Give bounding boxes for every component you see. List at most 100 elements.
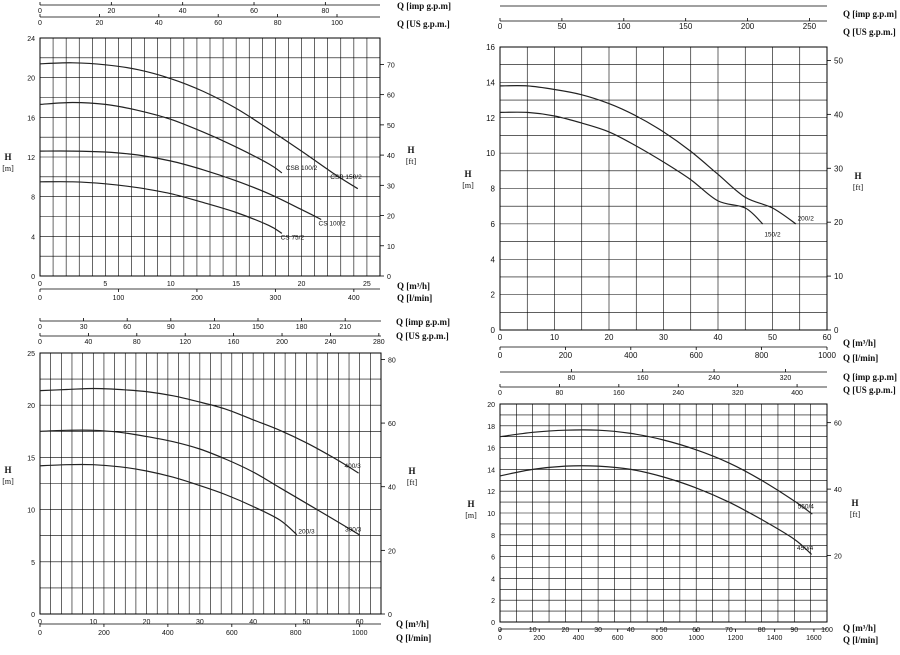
label-h: H (464, 169, 471, 179)
y-tick-label: 12 (487, 489, 495, 496)
axis-tick-label: 600 (690, 351, 704, 360)
ft-tick-label: 60 (388, 421, 396, 428)
ft-tick-label: 60 (834, 421, 842, 428)
grid (499, 403, 828, 623)
label-h-m: H [m] (2, 465, 14, 486)
x-tick-label: 60 (823, 333, 832, 342)
secondary-axis-1: 0 100 200 300 400 (38, 288, 380, 302)
y-tick-label: 0 (491, 326, 496, 335)
axis-tick-label: 600 (226, 630, 238, 637)
label-ft: [ft] (853, 183, 864, 192)
axis-tick-label: 0 (38, 20, 42, 27)
x-tick-label: 50 (768, 333, 777, 342)
axis-tick-label: 200 (559, 351, 573, 360)
ft-tick-label: 0 (388, 612, 392, 619)
x-tick-label: 0 (498, 333, 503, 342)
axis-tick-label: 240 (672, 390, 684, 397)
series-curve (39, 429, 360, 536)
axis-tick-label: 280 (373, 339, 385, 346)
x-tick-label: 40 (627, 627, 635, 634)
label-lmin: Q [l/min] (396, 633, 431, 643)
ft-tick-label: 0 (834, 326, 839, 335)
x-tick-label: 20 (605, 333, 614, 342)
y-tick-label: 20 (27, 403, 35, 410)
label-ft: [ft] (406, 157, 417, 166)
axis-tick-label: 60 (123, 324, 131, 331)
secondary-axis-3: 0 20 40 60 80 (38, 2, 380, 15)
y-tick-label: 24 (27, 36, 35, 43)
ft-tick-label: 60 (387, 93, 395, 100)
label-imp-gpm: Q [imp g.p.m] (397, 1, 451, 11)
label-m3h: Q [m³/h] (843, 338, 876, 348)
ft-tick-label: 40 (387, 153, 395, 160)
axis-tick-label: 0 (38, 339, 42, 346)
label-h: H (851, 498, 858, 508)
series-label: 550/4 (798, 504, 815, 511)
label-m3h: Q [m³/h] (397, 281, 430, 291)
axis-tick-label: 40 (85, 339, 93, 346)
axis-tick-label: 160 (228, 339, 240, 346)
series-curve (499, 465, 812, 555)
x-tick-label: 30 (594, 627, 602, 634)
x-tick-label: 10 (167, 281, 175, 288)
x-tick-label: 0 (38, 281, 42, 288)
axis-tick-label: 30 (80, 324, 88, 331)
y-tick-label: 20 (27, 76, 35, 83)
axis-tick-label: 400 (573, 635, 585, 642)
y-tick-label: 20 (487, 402, 495, 409)
label-m: [m] (462, 181, 474, 190)
series-label: 150/2 (764, 231, 781, 238)
x-tick-label: 30 (659, 333, 668, 342)
axis-tick-label: 120 (179, 339, 191, 346)
label-m3h: Q [m³/h] (396, 619, 429, 629)
secondary-axis-2: 0 80 160 240 320 400 (498, 384, 827, 397)
axis-tick-label: 100 (617, 22, 631, 31)
axis-tick-label: 150 (679, 22, 693, 31)
label-m3h: Q [m³/h] (843, 623, 876, 633)
series-label: 200/3 (298, 529, 315, 536)
secondary-axis-1: 0 200 400 600 800 1000 (498, 346, 836, 360)
series-curve (39, 181, 283, 234)
label-imp-gpm: Q [imp g.p.m] (843, 9, 897, 19)
series-label: CS 100/2 (319, 220, 346, 227)
x-tick-label: 30 (196, 619, 204, 626)
y-tick-label: 0 (31, 274, 35, 281)
x-tick-label: 100 (821, 627, 833, 634)
y-tick-label: 8 (491, 533, 495, 540)
y-tick-label: 2 (491, 291, 496, 300)
axis-tick-label: 0 (498, 351, 503, 360)
label-lmin: Q [l/min] (843, 635, 878, 645)
ft-tick-label: 20 (388, 548, 396, 555)
axis-tick-label: 80 (274, 20, 282, 27)
label-h: H (854, 171, 861, 181)
x-tick-label: 10 (89, 619, 97, 626)
y-tick-label: 14 (486, 78, 495, 87)
axis-tick-label: 1400 (767, 635, 783, 642)
axis-tick-label: 0 (38, 324, 42, 331)
y-tick-label: 12 (27, 155, 35, 162)
axis-tick-label: 60 (250, 8, 258, 15)
axis-tick-label: 1600 (806, 635, 822, 642)
y-tick-label: 8 (491, 185, 496, 194)
axis-tick-label: 160 (613, 390, 625, 397)
label-us-gpm: Q [US g.p.m.] (397, 19, 450, 29)
axis-tick-label: 300 (270, 295, 282, 302)
label-h: H (4, 152, 11, 162)
series-curve (39, 463, 298, 536)
axis-tick-label: 400 (162, 630, 174, 637)
secondary-axis-3: 0 30 60 90 120 150 180 210 (38, 318, 381, 331)
axis-tick-label: 240 (325, 339, 337, 346)
ft-tick-label: 10 (834, 272, 843, 281)
secondary-axis-2: 0 50 100 150 200 250 (498, 18, 827, 31)
axis-tick-label: 800 (755, 351, 769, 360)
x-tick-label: 40 (249, 619, 257, 626)
axis-tick-label: 1200 (728, 635, 744, 642)
x-tick-label: 20 (562, 627, 570, 634)
x-tick-label: 20 (298, 281, 306, 288)
label-us-gpm: Q [US g.p.m.] (396, 331, 449, 341)
